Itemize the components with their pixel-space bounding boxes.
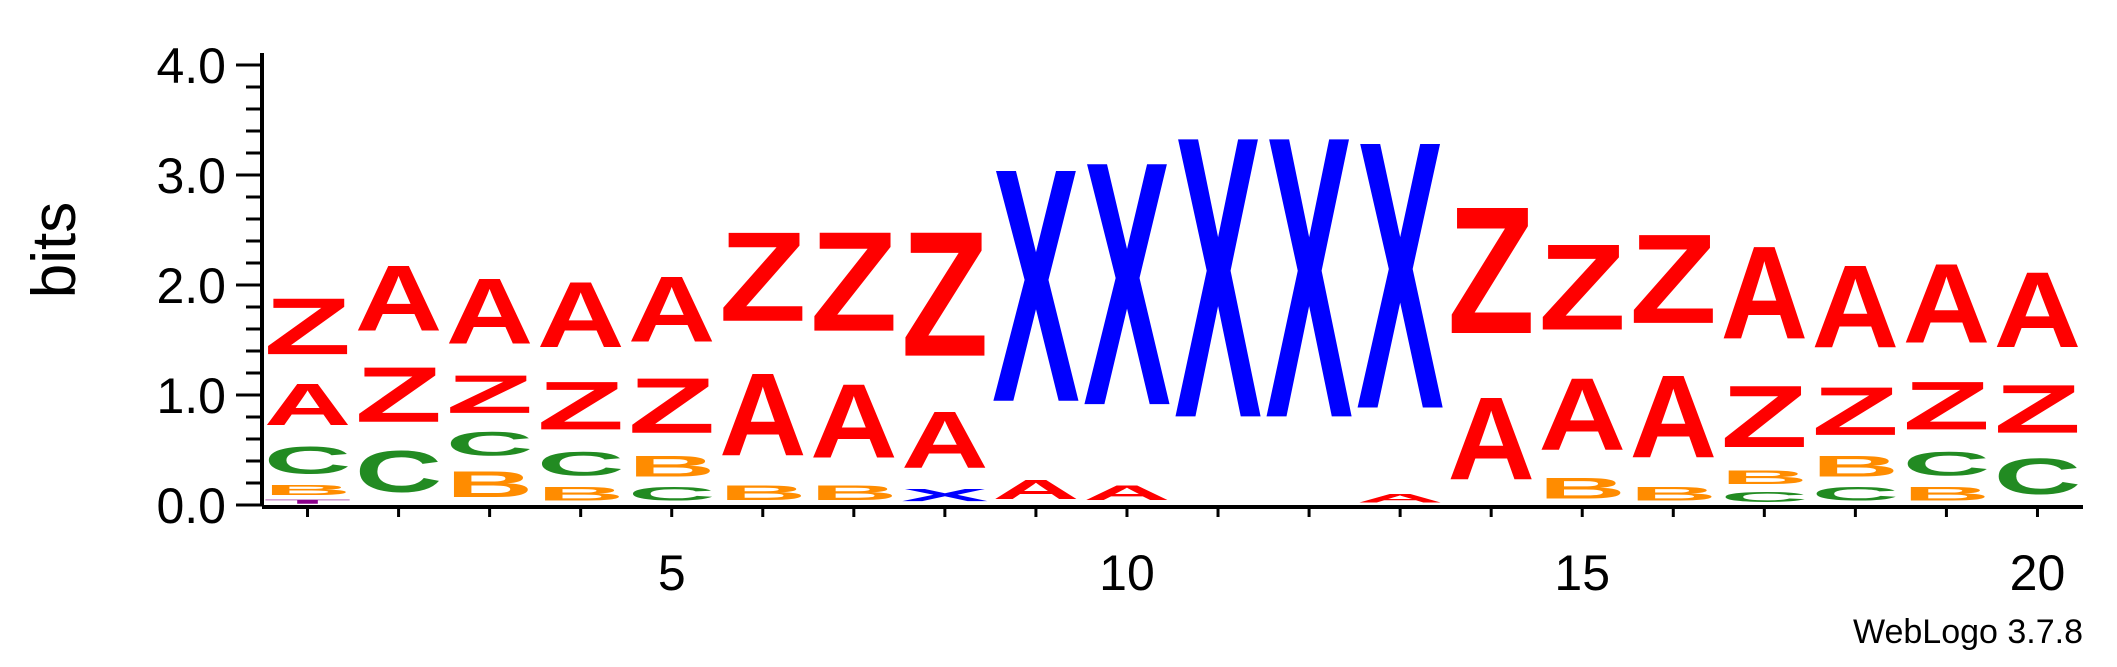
logo-letter-B: B bbox=[446, 463, 533, 505]
logo-letter-X: X bbox=[992, 98, 1079, 472]
logo-letter-C: C bbox=[1812, 483, 1899, 505]
logo-letter-C: C bbox=[537, 444, 624, 483]
logo-column-20: CZA bbox=[1994, 250, 2081, 505]
logo-letter-X: X bbox=[1083, 89, 1171, 478]
x-tick-label: 10 bbox=[1099, 545, 1155, 601]
logo-letter-Z: Z bbox=[1721, 368, 1808, 467]
y-axis: 0.0 1.0 2.0 3.0 4.0 bbox=[156, 38, 264, 534]
logo-column-11: X bbox=[1174, 53, 1262, 502]
logo-letter-A: A bbox=[537, 262, 624, 366]
logo-letter-Z: Z bbox=[1903, 367, 1990, 444]
logo-letter-A: A bbox=[355, 246, 442, 350]
logo-letter-Z: Z bbox=[1447, 169, 1534, 372]
y-tick-label: 1.0 bbox=[156, 368, 226, 424]
logo-letter-B: B bbox=[1630, 483, 1717, 505]
logo-letter-C: C bbox=[264, 438, 351, 482]
logo-letter-C: C bbox=[1721, 489, 1808, 505]
logo-letter-C: C bbox=[446, 424, 533, 463]
logo-letter-Z: Z bbox=[1994, 370, 2081, 447]
x-axis: 5 10 15 20 bbox=[262, 505, 2083, 601]
logo-column-12: X bbox=[1265, 53, 1353, 502]
logo-column-13: AX bbox=[1356, 61, 1444, 505]
logo-letter-B: B bbox=[719, 481, 806, 505]
x-tick-label: 15 bbox=[1554, 545, 1610, 601]
logo-letter-A: A bbox=[1630, 352, 1717, 483]
logo-letter-A: A bbox=[1721, 218, 1808, 366]
logo-letter-Z: Z bbox=[1630, 207, 1717, 350]
logo-letter-B: B bbox=[1539, 472, 1626, 505]
logo-letter-T: T bbox=[264, 498, 351, 505]
x-tick-label: 5 bbox=[658, 545, 686, 601]
logo-letter-A: A bbox=[1994, 250, 2081, 371]
logo-letter-A: A bbox=[1539, 356, 1626, 472]
logo-letter-B: B bbox=[1721, 467, 1808, 489]
logo-letter-Z: Z bbox=[1812, 372, 1899, 449]
logo-column-16: BAZ bbox=[1630, 207, 1717, 505]
logo-column-9: AX bbox=[992, 98, 1079, 505]
logo-letter-A: A bbox=[264, 372, 351, 438]
logo-letter-A: A bbox=[1083, 481, 1170, 505]
logo-letter-C: C bbox=[1994, 448, 2081, 505]
y-tick-label: 0.0 bbox=[156, 478, 226, 534]
logo-letter-X: X bbox=[1174, 53, 1262, 502]
logo-letter-Z: Z bbox=[628, 363, 715, 450]
logo-letter-A: A bbox=[628, 257, 715, 361]
logo-column-7: BAZ bbox=[810, 203, 897, 505]
logo-column-2: CZA bbox=[355, 246, 442, 505]
logo-letter-B: B bbox=[1903, 483, 1990, 505]
logo-column-10: AX bbox=[1083, 89, 1171, 505]
logo-letter-C: C bbox=[1903, 444, 1990, 483]
logo-letter-A: A bbox=[810, 362, 897, 480]
logo-letter-A: A bbox=[992, 474, 1079, 505]
logo-letter-Z: Z bbox=[1539, 219, 1626, 356]
x-tick-label: 20 bbox=[2010, 545, 2066, 601]
y-tick-label: 4.0 bbox=[156, 38, 226, 94]
logo-column-8: XAZ bbox=[901, 194, 988, 504]
logo-letter-A: A bbox=[901, 395, 988, 485]
logo-letter-B: B bbox=[264, 482, 351, 498]
logo-letter-Z: Z bbox=[719, 205, 806, 348]
logo-letter-A: A bbox=[446, 259, 533, 363]
logo-letter-A: A bbox=[719, 349, 806, 480]
y-tick-label: 3.0 bbox=[156, 148, 226, 204]
y-axis-label: bits bbox=[20, 202, 89, 298]
logo-letter-B: B bbox=[537, 483, 624, 505]
footer-label: WebLogo 3.7.8 bbox=[1853, 613, 2083, 651]
logo-letter-Z: Z bbox=[901, 194, 988, 394]
logo-letter-X: X bbox=[901, 485, 988, 505]
logo-letter-A: A bbox=[1356, 492, 1443, 505]
y-tick-label: 2.0 bbox=[156, 258, 226, 314]
logo-column-15: BAZ bbox=[1539, 219, 1626, 505]
logo-letter-A: A bbox=[1447, 374, 1534, 505]
logo-letter-Z: Z bbox=[355, 352, 442, 439]
logo-letter-C: C bbox=[355, 439, 442, 505]
logo-letter-B: B bbox=[628, 450, 715, 483]
logo-letter-A: A bbox=[1903, 240, 1990, 366]
logo-letter-X: X bbox=[1356, 61, 1444, 489]
logo-column-6: BAZ bbox=[719, 205, 806, 505]
logo-letter-A: A bbox=[1812, 242, 1899, 373]
logo-letter-B: B bbox=[1812, 450, 1899, 483]
logo-letter-C: C bbox=[628, 483, 715, 505]
logo-letter-Z: Z bbox=[810, 203, 897, 362]
logo-letter-Z: Z bbox=[537, 367, 624, 444]
logo-letter-Z: Z bbox=[264, 281, 351, 371]
logo-letter-Z: Z bbox=[446, 364, 533, 424]
logo-letter-B: B bbox=[810, 481, 897, 505]
logo-column-14: AZ bbox=[1447, 169, 1534, 505]
logo-letter-X: X bbox=[1265, 53, 1353, 502]
